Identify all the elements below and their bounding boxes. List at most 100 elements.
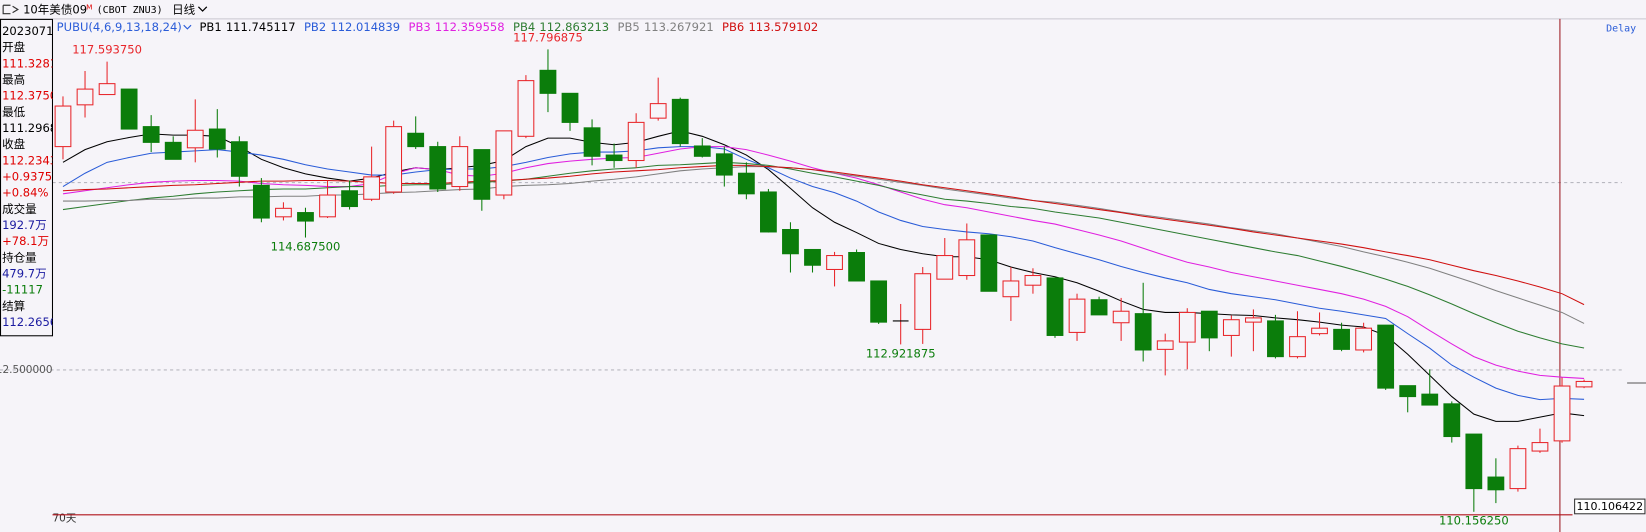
candle-body: [936, 255, 954, 280]
candle-body: [517, 80, 535, 137]
candle-body: [1244, 317, 1262, 323]
candle-body: [1509, 448, 1527, 490]
candle-body: [583, 127, 601, 157]
candle-body: [848, 251, 865, 282]
candle-body: [451, 146, 469, 188]
candle-body: [230, 141, 248, 177]
candle-body: [1311, 327, 1328, 335]
instrument-code: (CBOT ZNU3): [97, 5, 163, 16]
candle-body: [980, 234, 998, 292]
span-label: 70天: [52, 512, 76, 524]
candle-body: [693, 145, 711, 157]
instrument-title: 10年美债09: [23, 2, 87, 16]
candle-body: [252, 184, 270, 219]
info-row: +0.84%: [2, 186, 48, 200]
info-row: 最高: [2, 73, 25, 87]
ma-line: [62, 166, 1585, 324]
candle-body: [208, 128, 226, 150]
candle-body: [1465, 433, 1483, 490]
candle-body: [76, 88, 94, 106]
candle-body: [1068, 298, 1086, 333]
candle-body: [1090, 299, 1108, 316]
candle-body: [120, 88, 138, 130]
info-row: 479.7万: [2, 266, 47, 280]
candle-body: [341, 190, 358, 208]
period-dropdown-icon[interactable]: [197, 6, 208, 12]
info-row: -11117: [2, 283, 43, 297]
candle-body: [649, 103, 667, 119]
candle-body: [319, 194, 336, 218]
legend-name: PB5: [618, 20, 640, 34]
ma-line: [62, 130, 1585, 422]
candle-body: [782, 228, 799, 255]
legend-value: 111.745117: [226, 20, 296, 34]
candle-body: [98, 83, 116, 96]
candle-body: [1443, 403, 1461, 438]
legend-value: 113.267921: [644, 20, 714, 34]
info-row: 成交量: [2, 202, 37, 216]
candle-body: [385, 126, 403, 193]
legend-name: PB4: [513, 20, 535, 34]
info-row: 111.296875: [2, 121, 72, 135]
high-label: 117.593750: [72, 43, 142, 57]
period-selector[interactable]: 日线: [172, 2, 196, 16]
info-row: 112.265625: [2, 315, 72, 329]
candle-body: [1531, 442, 1549, 452]
candle-body: [495, 130, 513, 196]
candle-body: [142, 126, 160, 143]
info-row: 111.328125: [2, 56, 72, 70]
y-tick-label: 112.500000: [0, 364, 52, 376]
legend-name: PB2: [304, 20, 326, 34]
candle-body: [539, 69, 557, 94]
candle-body: [1222, 319, 1240, 336]
delay-label: Delay: [1606, 23, 1636, 34]
ma-line: [62, 164, 1585, 306]
candle-body: [826, 255, 843, 270]
candle-body: [870, 280, 888, 323]
candle-body: [715, 153, 733, 176]
candle-body: [1289, 336, 1306, 358]
candle-body: [1024, 274, 1042, 286]
legend-value: 112.863213: [539, 20, 609, 34]
indicator-dropdown-icon[interactable]: [183, 24, 192, 30]
candle-body: [958, 239, 976, 277]
info-row: 112.375000: [2, 89, 72, 103]
high-label: 117.796875: [513, 30, 583, 44]
candle-body: [914, 273, 932, 330]
cursor-price-box: [1574, 498, 1646, 515]
candle-body: [1421, 393, 1439, 406]
candle-body: [186, 129, 204, 149]
candle-body: [275, 207, 292, 218]
legend-value: 112.359558: [435, 20, 505, 34]
legend-value: 112.014839: [330, 20, 400, 34]
candle-body: [473, 149, 491, 200]
plot: 112.500000 117.593750 114.687500 117.796875…: [0, 30, 1622, 528]
ma-line: [62, 161, 1585, 349]
candle-body: [1178, 311, 1196, 343]
candle-body: [561, 92, 579, 123]
candle-body: [737, 172, 755, 195]
info-row: 结算: [2, 299, 25, 313]
cursor-price: 110.106422: [1576, 500, 1643, 513]
info-row: 112.234375: [2, 153, 72, 167]
candle-body: [1112, 310, 1130, 324]
info-row: 开盘: [2, 40, 26, 54]
low-label: 114.687500: [271, 239, 341, 253]
indicator-name[interactable]: PUBU(4,6,9,13,18,24): [57, 20, 182, 34]
back-icon[interactable]: [2, 4, 19, 15]
info-row: 最低: [2, 105, 26, 119]
candle-body: [1267, 320, 1284, 358]
candle-body: [1134, 313, 1152, 351]
info-row: 持仓量: [2, 250, 37, 264]
candle-body: [1487, 476, 1505, 491]
low-label: 110.156250: [1439, 514, 1509, 528]
candle-body: [671, 98, 689, 145]
info-panel: [0, 18, 54, 337]
legend-name: PB3: [408, 20, 430, 34]
info-row: 192.7万: [2, 218, 47, 232]
candle-body: [760, 191, 777, 233]
candle-body: [1575, 380, 1593, 388]
